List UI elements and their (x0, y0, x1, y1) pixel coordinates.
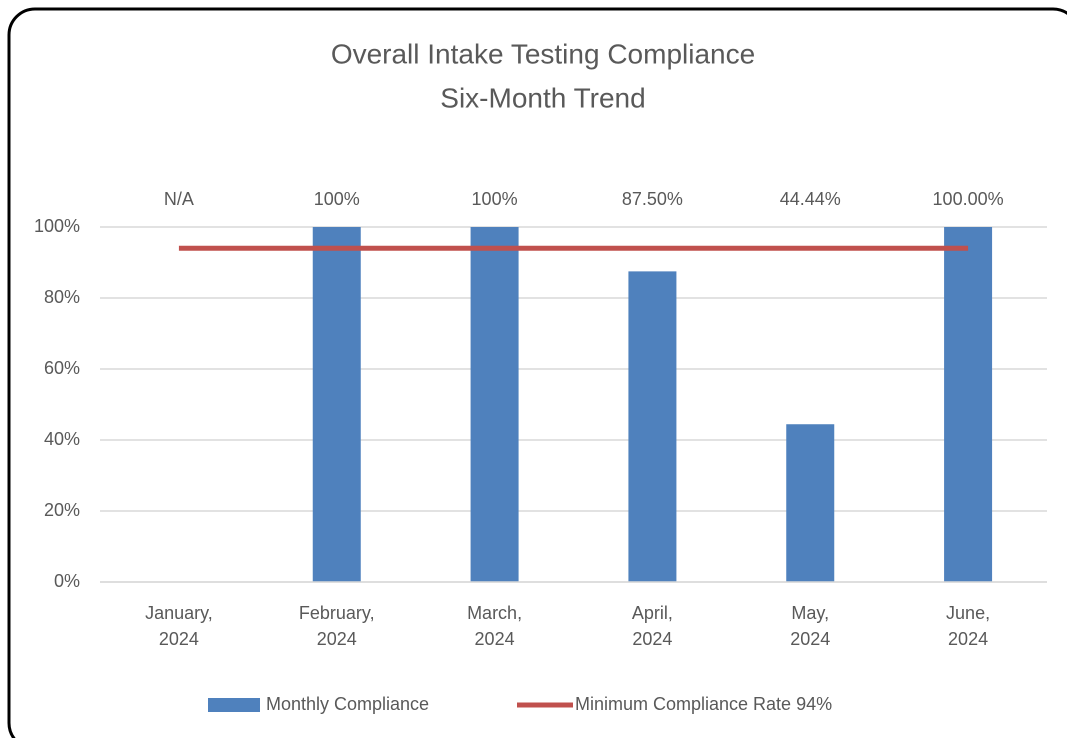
x-tick-label: May, 2024 (790, 603, 830, 649)
y-tick-label: 60% (44, 358, 80, 378)
data-label: 100% (314, 189, 360, 209)
data-label: 100% (472, 189, 518, 209)
y-tick-label: 80% (44, 287, 80, 307)
y-tick-label: 20% (44, 500, 80, 520)
x-tick-label: April, 2024 (632, 603, 673, 649)
x-tick-label: March, 2024 (467, 603, 522, 649)
bar (470, 227, 519, 582)
data-label: N/A (164, 189, 194, 209)
data-label: 87.50% (622, 189, 683, 209)
y-tick-label: 40% (44, 429, 80, 449)
data-label: 100.00% (933, 189, 1004, 209)
bar (312, 227, 361, 582)
x-tick-label: January, 2024 (145, 603, 213, 649)
legend-swatch (208, 698, 260, 712)
bar (944, 227, 993, 582)
bar (628, 271, 677, 582)
data-label: 44.44% (780, 189, 841, 209)
x-tick-label: February, 2024 (299, 603, 375, 649)
chart-title: Overall Intake Testing Compliance (331, 38, 755, 69)
x-tick-label: June, 2024 (946, 603, 990, 649)
y-tick-label: 100% (34, 216, 80, 236)
y-tick-label: 0% (54, 571, 80, 591)
legend-label: Monthly Compliance (266, 694, 429, 714)
chart-subtitle: Six-Month Trend (440, 82, 645, 113)
bar (786, 424, 835, 582)
legend-label: Minimum Compliance Rate 94% (575, 694, 832, 714)
